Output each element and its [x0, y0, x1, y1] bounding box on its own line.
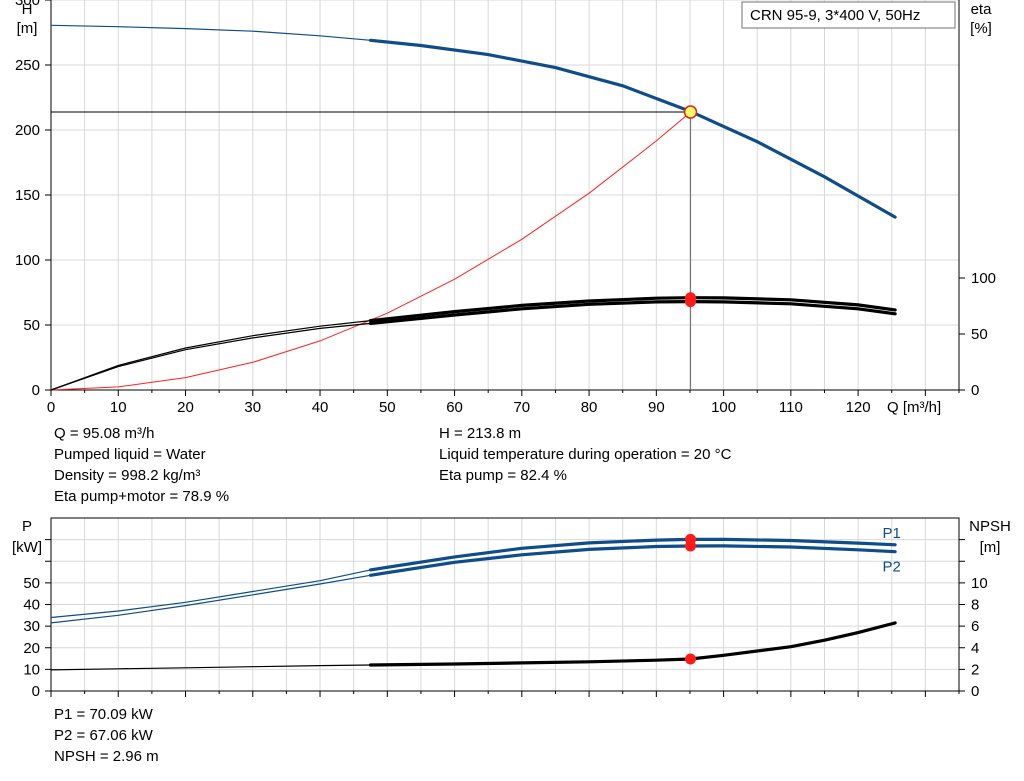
y-tick-label-left: 200 — [15, 122, 40, 139]
x-tick-label: 80 — [581, 399, 598, 416]
head-curve — [368, 38, 897, 219]
operating-point-head — [683, 105, 698, 119]
info-right: H = 213.8 m Liquid temperature during op… — [439, 423, 731, 486]
y-tick-label-right: 10 — [971, 575, 988, 592]
y-tick-label-left: 30 — [23, 618, 40, 635]
x-tick-label: 120 — [846, 399, 871, 416]
y-tick-label-left: 150 — [15, 187, 40, 204]
y-tick-label-left: 250 — [15, 57, 40, 74]
y-axis-label-right: NPSH — [969, 518, 1011, 535]
x-tick-label: 20 — [177, 399, 194, 416]
series-label-p2: P2 — [883, 559, 901, 576]
p1-curve — [368, 537, 897, 572]
npsh-curve — [368, 621, 897, 667]
p2-curve — [368, 544, 897, 577]
p2-curve-extrapolated — [50, 574, 371, 624]
p1-curve-extrapolated — [50, 569, 371, 619]
y-tick-label-right: 50 — [971, 326, 988, 343]
info-flow: Q = 95.08 m³/h — [54, 425, 155, 442]
operating-point-p2 — [685, 540, 697, 552]
y-tick-label-left: 10 — [23, 661, 40, 678]
info-liquid: Pumped liquid = Water — [54, 446, 206, 463]
y-tick-label-left: 0 — [32, 382, 40, 399]
x-tick-label: 60 — [446, 399, 463, 416]
npsh-curve-extrapolated — [50, 664, 371, 671]
x-tick-label: 110 — [779, 399, 803, 416]
y-axis-label-left: P — [22, 518, 32, 535]
system-curve — [50, 111, 691, 391]
y-tick-label-left: 40 — [23, 597, 40, 614]
info-eta-total: Eta pump+motor = 78.9 % — [54, 488, 230, 505]
x-tick-label: 30 — [244, 399, 261, 416]
eta-total-curve-extrapolated — [50, 322, 371, 391]
info-npsh: NPSH = 2.96 m — [54, 748, 159, 765]
x-axis-label: Q [m³/h] — [887, 399, 941, 416]
eta-pump-curve — [368, 296, 897, 323]
y-tick-label-left: 20 — [23, 640, 40, 657]
y-tick-label-right: 0 — [971, 683, 979, 700]
x-tick-label: 100 — [711, 399, 736, 416]
x-tick-label: 10 — [110, 399, 127, 416]
y-axis-label-left: H — [22, 1, 33, 18]
y-tick-label-right: 8 — [971, 597, 979, 614]
info-left: Q = 95.08 m³/h Pumped liquid = Water Den… — [54, 423, 229, 507]
head-curve-extrapolated — [50, 24, 371, 41]
y-axis-label-right: eta — [971, 1, 993, 18]
eta-total-curve — [368, 299, 897, 325]
y-tick-label-right: 0 — [971, 382, 979, 399]
y-tick-label-right: 6 — [971, 618, 979, 635]
series-label-p1: P1 — [883, 525, 901, 542]
y-axis-label-left-unit: [m] — [17, 20, 38, 37]
y-tick-label-left: 300 — [15, 0, 40, 9]
info-density: Density = 998.2 kg/m³ — [54, 467, 201, 484]
y-axis-label-right-unit: [%] — [970, 20, 992, 37]
info-p1: P1 = 70.09 kW — [54, 706, 153, 723]
y-tick-label-left: 100 — [15, 252, 40, 269]
y-tick-label-left: 50 — [23, 575, 40, 592]
y-axis-label-right-unit: [m] — [980, 539, 1001, 556]
y-tick-label-left: 0 — [32, 683, 40, 700]
y-tick-label-right: 100 — [971, 270, 996, 287]
info-p2: P2 = 67.06 kW — [54, 727, 153, 744]
x-tick-label: 50 — [379, 399, 396, 416]
info-temperature: Liquid temperature during operation = 20… — [439, 446, 732, 463]
chart-title: CRN 95-9, 3*400 V, 50Hz — [750, 7, 920, 24]
info-power: P1 = 70.09 kW P2 = 67.06 kW NPSH = 2.96 … — [54, 704, 159, 767]
x-tick-label: 90 — [648, 399, 665, 416]
y-tick-label-left: 50 — [23, 317, 40, 334]
x-tick-label: 70 — [513, 399, 530, 416]
info-eta-pump: Eta pump = 82.4 % — [439, 467, 567, 484]
y-axis-label-left-unit: [kW] — [12, 539, 42, 556]
x-tick-label: 0 — [47, 399, 55, 416]
eta-pump-curve-extrapolated — [50, 320, 371, 391]
y-tick-label-right: 4 — [971, 640, 979, 657]
y-tick-label-right: 2 — [971, 661, 979, 678]
title-box — [741, 1, 956, 29]
info-head: H = 213.8 m — [439, 425, 522, 442]
x-tick-label: 40 — [312, 399, 329, 416]
operating-point-eta-total — [685, 296, 697, 308]
operating-point-npsh — [685, 653, 697, 665]
